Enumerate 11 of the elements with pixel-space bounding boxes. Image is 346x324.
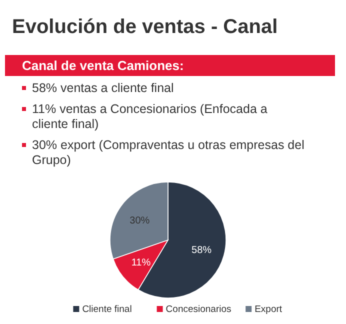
text: 58% ventas a cliente final [32, 81, 174, 95]
data-label: 58% [192, 244, 212, 256]
chart-title: Evolución de ventas - Canal [12, 16, 278, 38]
legend-label: Concesionarios [166, 304, 232, 315]
chart-subtitle: Canal de venta Camiones: [22, 58, 184, 73]
legend-label: Export [254, 304, 282, 315]
data-label: 30% [130, 215, 150, 226]
legend-label: Cliente final [82, 304, 132, 315]
data-label: 11% [131, 257, 151, 268]
text: 11% ventas a Concesionarios (Enfocada a cliente final) [32, 102, 268, 131]
text: 30% export (Compraventas u otras empresas del Grupo) [32, 138, 304, 167]
